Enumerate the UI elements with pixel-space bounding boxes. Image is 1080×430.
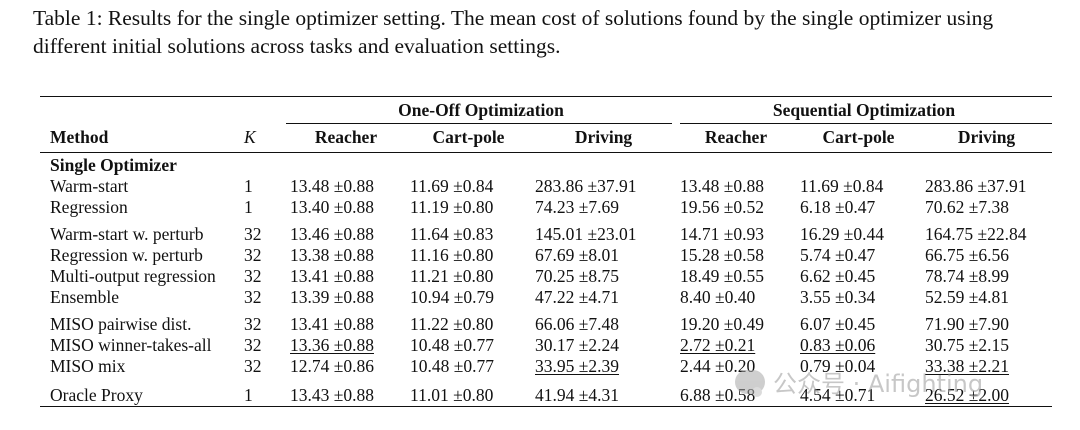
table-row: Regression 1 13.40 ±0.88 11.19 ±0.80 74.23 … <box>50 197 1009 217</box>
table-row: Ensemble 32 13.39 ±0.88 10.94 ±0.79 47.22 ±… <box>50 287 1009 307</box>
table-row: Warm-start 1 13.48 ±0.88 11.69 ±0.84 283.86… <box>50 176 1027 196</box>
group-one-off: One-Off Optimization <box>398 100 564 120</box>
col-driving-oneoff: Driving <box>574 127 633 147</box>
col-driving-seq: Driving <box>957 127 1016 147</box>
col-cartpole-oneoff: Cart-pole <box>432 127 505 147</box>
table-row: MISO winner-takes-all 32 13.36 ±0.88 10.4… <box>50 335 1009 355</box>
table-row: Warm-start w. perturb 32 13.46 ±0.88 11.64… <box>50 224 1027 244</box>
table-row: MISO mix 32 12.74 ±0.86 10.48 ±0.77 33.95… <box>50 356 1009 376</box>
table-caption: Table 1: Results for the single optimize… <box>33 6 994 58</box>
col-cartpole-seq: Cart-pole <box>822 127 895 147</box>
table-row: MISO pairwise dist. 32 13.41 ±0.88 11.22 ±… <box>50 314 1009 334</box>
section-label: Single Optimizer <box>50 155 177 175</box>
table-row: Oracle Proxy 1 13.43 ±0.88 11.01 ±0.80 41.9… <box>50 385 1009 405</box>
col-reacher-seq: Reacher <box>704 127 768 147</box>
table-row: Multi-output regression 32 13.41 ±0.88 11.… <box>50 266 1009 286</box>
watermark: 公众号 · Aifighting <box>735 364 983 399</box>
col-k: K <box>244 127 256 147</box>
group-sequential: Sequential Optimization <box>772 100 956 120</box>
watermark-text: 公众号 · Aifighting <box>773 370 984 398</box>
wechat-icon <box>735 369 765 397</box>
table-row: Regression w. perturb 32 13.38 ±0.88 11.16… <box>50 245 1009 265</box>
results-table: One-Off Optimization Sequential Optimiza… <box>40 96 1052 407</box>
col-reacher-oneoff: Reacher <box>314 127 378 147</box>
col-method: Method <box>50 127 109 147</box>
